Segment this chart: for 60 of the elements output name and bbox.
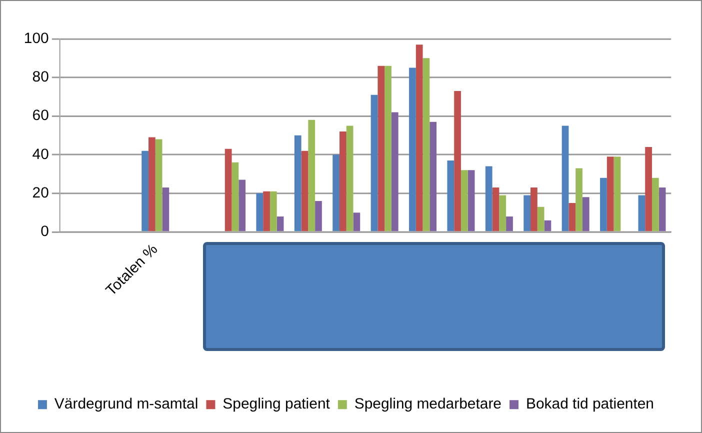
bar <box>224 148 232 232</box>
bar <box>301 150 308 232</box>
bar <box>339 132 346 232</box>
bar <box>430 122 437 232</box>
bar <box>454 90 461 232</box>
bar <box>600 178 607 232</box>
legend-label: Spegling patient <box>222 396 331 413</box>
bar <box>652 178 659 232</box>
y-tick-label: 60 <box>32 107 49 124</box>
bar <box>232 162 239 232</box>
bar <box>582 197 590 232</box>
bar <box>238 180 246 232</box>
bar <box>460 170 468 232</box>
bar <box>162 188 170 232</box>
bar <box>506 216 513 232</box>
legend-label: Bokad tid patienten <box>526 396 654 413</box>
bar <box>492 188 500 232</box>
bar <box>378 66 385 232</box>
bar <box>155 139 162 232</box>
bar <box>524 195 531 232</box>
bar <box>614 156 621 232</box>
bar <box>370 94 378 232</box>
y-tick-label: 0 <box>40 223 49 240</box>
bar <box>256 193 264 232</box>
bar <box>308 120 316 232</box>
bar <box>485 166 492 232</box>
y-tick-label: 20 <box>32 184 49 202</box>
bar <box>576 168 582 232</box>
bar <box>276 216 284 232</box>
bar <box>353 212 360 232</box>
bar <box>537 206 544 232</box>
bar <box>142 150 148 232</box>
bar <box>315 201 322 232</box>
bar <box>270 191 277 232</box>
bar <box>468 170 475 232</box>
legend-label: Värdegrund m-samtal <box>54 396 198 413</box>
bar <box>148 137 156 232</box>
bar <box>530 188 538 232</box>
bar <box>606 156 614 232</box>
bar <box>391 112 398 232</box>
bar <box>422 58 430 232</box>
bar <box>346 126 354 232</box>
bar <box>568 202 576 232</box>
y-tick-label: 40 <box>32 146 49 163</box>
bar <box>544 220 552 232</box>
bar <box>658 188 666 232</box>
bar <box>409 68 416 232</box>
bar <box>645 146 652 232</box>
bar <box>416 44 423 232</box>
bar <box>263 191 270 232</box>
bar <box>562 126 569 232</box>
bar <box>499 195 506 232</box>
bar <box>294 135 302 232</box>
y-tick-label: 80 <box>32 68 49 86</box>
bar <box>638 195 646 232</box>
bar <box>332 154 340 232</box>
bar <box>384 66 392 232</box>
bar <box>447 160 454 232</box>
legend-label: Spegling medarbetare <box>354 396 502 413</box>
y-tick-label: 100 <box>24 30 49 47</box>
